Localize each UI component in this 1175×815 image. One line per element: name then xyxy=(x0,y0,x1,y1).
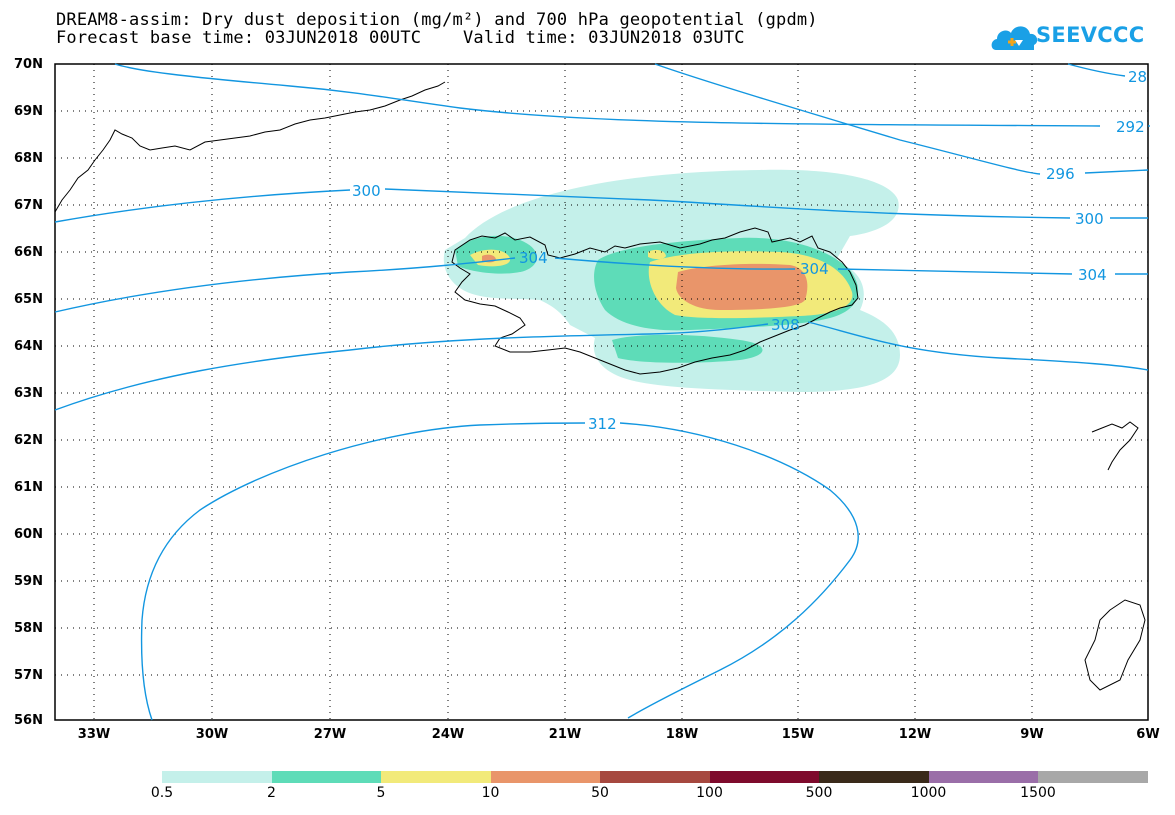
colorbar-swatch xyxy=(709,771,819,783)
colorbar-swatch xyxy=(490,771,600,783)
dust-deposition-field xyxy=(443,169,900,392)
contour-label: 296 xyxy=(1046,165,1075,183)
lon-label: 9W xyxy=(1020,727,1044,742)
colorbar-swatch xyxy=(381,771,491,783)
lat-label: 56N xyxy=(14,713,43,728)
coastlines xyxy=(54,81,1146,691)
contour-312 xyxy=(140,422,586,721)
colorbar-label: 2 xyxy=(267,785,276,801)
contour-308 xyxy=(54,323,769,411)
lon-label: 27W xyxy=(313,727,347,742)
colorbar-label: 5 xyxy=(376,785,386,801)
lon-label: 6W xyxy=(1136,727,1160,742)
cloud-icon xyxy=(991,26,1038,50)
graticule xyxy=(55,64,1148,720)
lon-label: 18W xyxy=(665,727,699,742)
lon-label: 21W xyxy=(548,727,582,742)
colorbar-swatch xyxy=(928,771,1038,783)
contour-label: 300 xyxy=(352,182,381,200)
contour-label: 304 xyxy=(1078,266,1107,284)
lon-label: 33W xyxy=(77,727,111,742)
contour-304c xyxy=(837,268,1073,275)
lat-label: 57N xyxy=(14,668,43,683)
lon-label: 12W xyxy=(898,727,932,742)
contour-292 xyxy=(114,63,1101,127)
lat-label: 65N xyxy=(14,292,43,307)
lat-label: 63N xyxy=(14,386,43,401)
contour-296b xyxy=(1084,169,1149,174)
colorbar-label: 1500 xyxy=(1020,785,1056,801)
greenland-coast xyxy=(54,81,446,213)
contour-label: 312 xyxy=(588,415,617,433)
iceland-coast xyxy=(451,227,859,375)
lat-label: 68N xyxy=(14,151,43,166)
lat-label: 61N xyxy=(14,480,43,495)
lon-label: 15W xyxy=(781,727,815,742)
contour-304b xyxy=(554,257,796,270)
lon-label: 30W xyxy=(195,727,229,742)
contour-label: 304 xyxy=(519,249,548,267)
contour-304 xyxy=(54,257,516,313)
chart-title: DREAM8-assim: Dry dust deposition (mg/m²… xyxy=(56,10,818,30)
colorbar-swatch xyxy=(162,771,272,783)
lat-label: 59N xyxy=(14,574,43,589)
colorbar-swatch xyxy=(1038,771,1148,783)
colorbar-label: 500 xyxy=(805,785,833,801)
lat-label: 62N xyxy=(14,433,43,448)
lat-label: 67N xyxy=(14,198,43,213)
logo-text: SEEVCCC xyxy=(1036,23,1145,47)
contour-296 xyxy=(654,63,1041,175)
colorbar-swatch xyxy=(600,771,710,783)
lat-label: 60N xyxy=(14,527,43,542)
colorbar xyxy=(162,771,1148,783)
contour-300 xyxy=(54,189,351,223)
colorbar-swatch xyxy=(271,771,381,783)
lat-label: 58N xyxy=(14,621,43,636)
lat-label: 64N xyxy=(14,339,43,354)
geopotential-contours xyxy=(54,63,1150,721)
colorbar-label: 10 xyxy=(481,785,500,801)
contour-288 xyxy=(1067,63,1126,77)
colorbar-label: 1000 xyxy=(910,785,947,801)
lat-label: 69N xyxy=(14,104,43,119)
map-frame xyxy=(54,63,1149,721)
contour-labels: 28 292 296 300 300 304 304 304 308 312 xyxy=(352,68,1147,433)
contour-label: 308 xyxy=(771,316,800,334)
colorbar-label: 50 xyxy=(591,785,609,801)
contour-300b xyxy=(384,188,1071,219)
chart-subtitle: Forecast base time: 03JUN2018 00UTC Vali… xyxy=(56,28,745,48)
colorbar-label: 100 xyxy=(696,785,723,801)
contour-label: 304 xyxy=(800,260,829,278)
colorbar-label: 0.5 xyxy=(150,785,174,801)
colorbar-swatch xyxy=(819,771,929,783)
faroe-coast xyxy=(1091,421,1139,471)
lon-label: 24W xyxy=(431,727,465,742)
lat-label: 66N xyxy=(14,245,43,260)
contour-308b xyxy=(807,321,1149,371)
contour-312b xyxy=(619,422,859,719)
lat-label: 70N xyxy=(14,57,43,72)
contour-label: 300 xyxy=(1075,210,1104,228)
contour-label: 28 xyxy=(1128,68,1147,86)
contour-label: 292 xyxy=(1116,118,1145,136)
scotland-coast xyxy=(1084,599,1146,691)
dust-level-10 xyxy=(676,263,808,310)
